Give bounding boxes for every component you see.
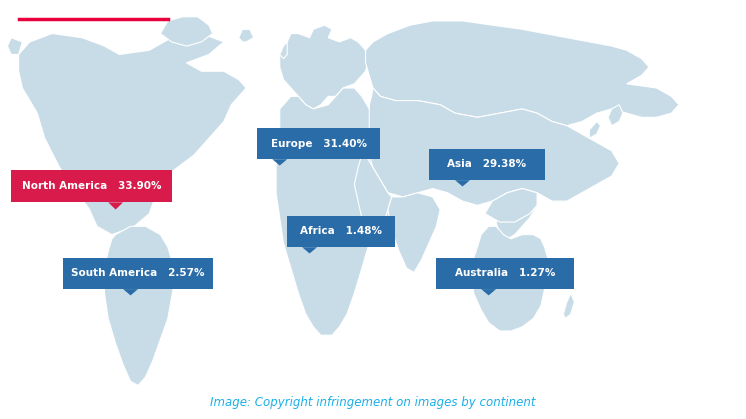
Polygon shape — [354, 155, 392, 243]
Polygon shape — [108, 202, 123, 210]
Polygon shape — [272, 159, 287, 166]
Polygon shape — [589, 122, 601, 138]
Polygon shape — [608, 105, 623, 126]
Polygon shape — [481, 289, 496, 295]
Polygon shape — [123, 289, 138, 295]
Polygon shape — [388, 193, 440, 272]
Text: Africa   1.48%: Africa 1.48% — [301, 227, 382, 236]
FancyBboxPatch shape — [429, 149, 545, 180]
Polygon shape — [19, 34, 246, 235]
FancyBboxPatch shape — [11, 170, 172, 202]
Polygon shape — [369, 88, 619, 205]
Polygon shape — [455, 180, 470, 186]
Polygon shape — [302, 247, 317, 253]
Polygon shape — [280, 25, 369, 109]
FancyBboxPatch shape — [257, 128, 380, 159]
Polygon shape — [384, 201, 399, 235]
FancyBboxPatch shape — [63, 258, 213, 289]
Polygon shape — [239, 29, 254, 42]
FancyBboxPatch shape — [436, 258, 574, 289]
Polygon shape — [104, 226, 175, 385]
Text: Asia   29.38%: Asia 29.38% — [447, 160, 527, 169]
Text: Australia   1.27%: Australia 1.27% — [455, 269, 556, 278]
Polygon shape — [471, 226, 548, 331]
FancyBboxPatch shape — [287, 216, 395, 247]
Polygon shape — [366, 21, 679, 126]
Text: North America   33.90%: North America 33.90% — [22, 181, 161, 191]
Polygon shape — [563, 293, 574, 318]
Polygon shape — [7, 38, 22, 54]
Polygon shape — [280, 42, 287, 59]
Text: Europe   31.40%: Europe 31.40% — [271, 139, 367, 148]
Text: Image: Copyright infringement on images by continent: Image: Copyright infringement on images … — [210, 396, 536, 409]
Text: South America   2.57%: South America 2.57% — [72, 269, 204, 278]
Polygon shape — [485, 189, 537, 222]
Polygon shape — [496, 189, 537, 239]
Polygon shape — [160, 17, 213, 46]
Polygon shape — [276, 88, 384, 335]
